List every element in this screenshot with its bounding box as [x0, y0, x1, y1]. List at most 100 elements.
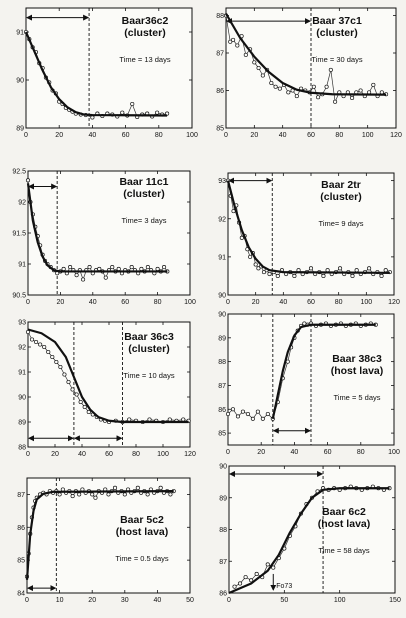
panel-subtitle: (host lava): [318, 518, 371, 530]
x-tick-label: 100: [360, 299, 372, 306]
data-point: [383, 268, 388, 273]
data-point: [46, 349, 51, 355]
panel-title: Baar 37c1: [312, 15, 362, 27]
x-tick-label: 80: [154, 299, 162, 306]
data-point: [70, 494, 75, 499]
x-tick-label: 150: [389, 597, 401, 604]
chart-panel: 0 50 100 150 86 87 88 89 90 Fo73 Baar 6c2(host lav…: [219, 464, 401, 605]
data-point: [135, 485, 140, 490]
data-point: [260, 416, 265, 421]
data-point: [275, 273, 280, 278]
panel-subtitle: (host lava): [331, 365, 384, 377]
panel-title: Baar36c2: [122, 15, 169, 27]
x-tick-label: 20: [257, 449, 265, 456]
x-tick-label: 60: [307, 299, 315, 306]
y-tick-label: 86: [218, 407, 226, 414]
y-tick-label: 87: [219, 559, 227, 566]
x-tick-label: 60: [324, 449, 332, 456]
x-tick-label: 120: [184, 451, 196, 458]
y-tick-label: 92.5: [12, 169, 26, 176]
x-tick-label: 0: [224, 132, 228, 139]
x-tick-label: 0: [226, 449, 230, 456]
data-point: [77, 492, 82, 497]
y-tick-label: 89: [218, 335, 226, 342]
x-tick-label: 120: [388, 299, 400, 306]
data-point: [286, 90, 291, 95]
data-point: [232, 584, 237, 589]
x-tick-label: 0: [227, 597, 231, 604]
panel-subtitle: (cluster): [320, 191, 361, 203]
data-point: [248, 254, 253, 259]
data-point: [167, 417, 172, 422]
data-point: [90, 492, 95, 497]
panel-annotation: Time = 13 days: [119, 55, 170, 64]
data-point: [54, 359, 59, 365]
x-tick-label: 10: [56, 597, 64, 604]
y-tick-label: 90: [219, 464, 227, 471]
fit-curve: [225, 13, 387, 96]
data-point: [145, 492, 150, 497]
y-tick-label: 90.5: [12, 293, 26, 300]
x-tick-label: 120: [390, 132, 402, 139]
y-tick-label: 91: [16, 30, 24, 37]
data-point: [350, 273, 355, 278]
x-tick-label: 20: [252, 299, 260, 306]
data-point: [66, 379, 71, 385]
data-point: [243, 52, 248, 57]
data-point: [61, 266, 66, 272]
x-tick-label: 40: [279, 299, 287, 306]
data-point: [38, 342, 43, 347]
chart-panel: 0 20 40 60 80 100 85 86 87 88 89 90 Baar 38c3(host l…: [218, 312, 400, 457]
data-point: [230, 407, 236, 412]
data-point: [324, 84, 329, 89]
data-point: [316, 95, 321, 100]
data-point: [42, 344, 47, 350]
data-point: [256, 266, 261, 271]
data-point: [350, 95, 355, 101]
panel-title: Baar 5c2: [120, 514, 164, 526]
panel-annotation: Time = 58 days: [318, 546, 369, 555]
data-point: [103, 275, 108, 280]
fit-curve: [27, 328, 189, 424]
y-tick-label: 88: [18, 445, 26, 452]
panel-annotation: Time = 5 days: [333, 393, 380, 402]
data-point: [120, 110, 125, 115]
panel-subtitle: (cluster): [128, 343, 169, 355]
data-point: [235, 414, 241, 419]
data-point: [112, 485, 118, 490]
data-point: [261, 270, 267, 275]
data-point: [129, 265, 134, 270]
data-point: [97, 266, 102, 272]
data-point: [256, 65, 261, 71]
data-point: [269, 80, 274, 86]
data-point: [62, 372, 67, 377]
data-point: [260, 73, 265, 78]
panel-title: Baar 11c1: [119, 176, 168, 188]
data-point: [74, 392, 79, 397]
x-tick-label: 40: [291, 449, 299, 456]
x-tick-label: 80: [335, 132, 343, 139]
chart-panel: 0 20 40 60 80 100 120 90 91 92 93 Baar 2tr(cluster)…: [218, 172, 400, 306]
data-point: [250, 416, 255, 421]
data-point: [267, 271, 272, 277]
chart-panel: 0 20 40 60 80 100 120 85 86 87 88 Baar 37c1(cluster…: [216, 7, 402, 139]
x-tick-label: 20: [55, 132, 63, 139]
data-point: [25, 178, 31, 183]
marker-label: Fo73: [276, 583, 292, 590]
data-point: [358, 88, 363, 93]
fit-curve: [26, 183, 168, 273]
data-point: [294, 94, 299, 99]
data-point: [155, 266, 160, 272]
data-point: [139, 266, 144, 272]
data-point: [158, 485, 163, 490]
y-tick-label: 87: [216, 51, 224, 58]
x-tick-label: 100: [334, 597, 346, 604]
data-point: [93, 495, 98, 500]
y-tick-label: 84: [17, 591, 25, 598]
data-point: [240, 409, 245, 414]
chart-panel: 0 10 20 30 40 50 84 85 86 87 Baar 5c2(host lava) Ti…: [17, 477, 194, 604]
data-point: [34, 339, 39, 345]
data-point: [168, 492, 173, 497]
data-point: [68, 265, 73, 270]
y-tick-label: 92: [18, 200, 26, 207]
